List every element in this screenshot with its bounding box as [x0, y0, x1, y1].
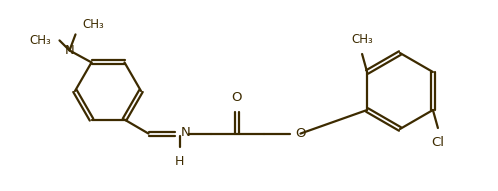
Text: O: O — [231, 91, 242, 104]
Text: H: H — [175, 155, 184, 168]
Text: Cl: Cl — [431, 136, 444, 149]
Text: N: N — [180, 126, 190, 139]
Text: CH₃: CH₃ — [351, 33, 373, 46]
Text: CH₃: CH₃ — [83, 18, 104, 32]
Text: N: N — [65, 44, 74, 57]
Text: O: O — [295, 127, 306, 140]
Text: CH₃: CH₃ — [30, 34, 51, 47]
